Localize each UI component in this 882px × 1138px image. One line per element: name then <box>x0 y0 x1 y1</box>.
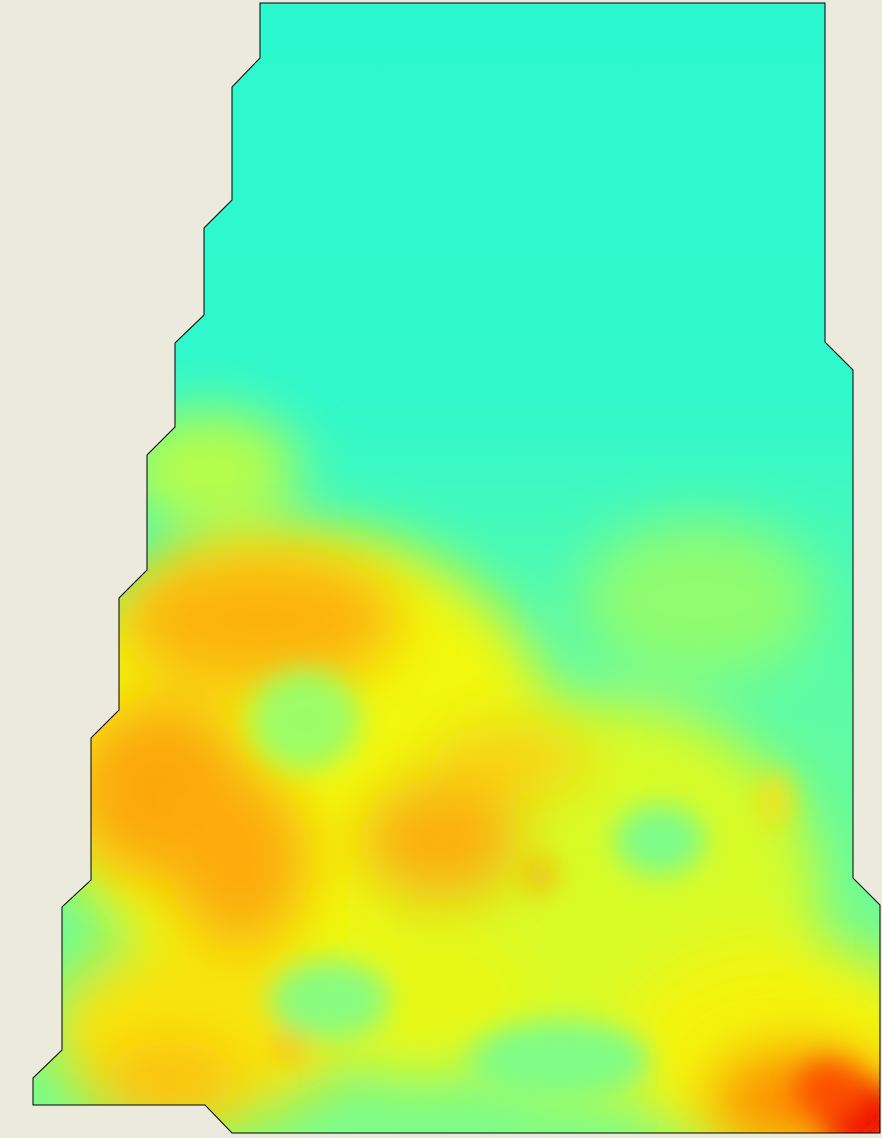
boundary <box>32 2 881 1134</box>
